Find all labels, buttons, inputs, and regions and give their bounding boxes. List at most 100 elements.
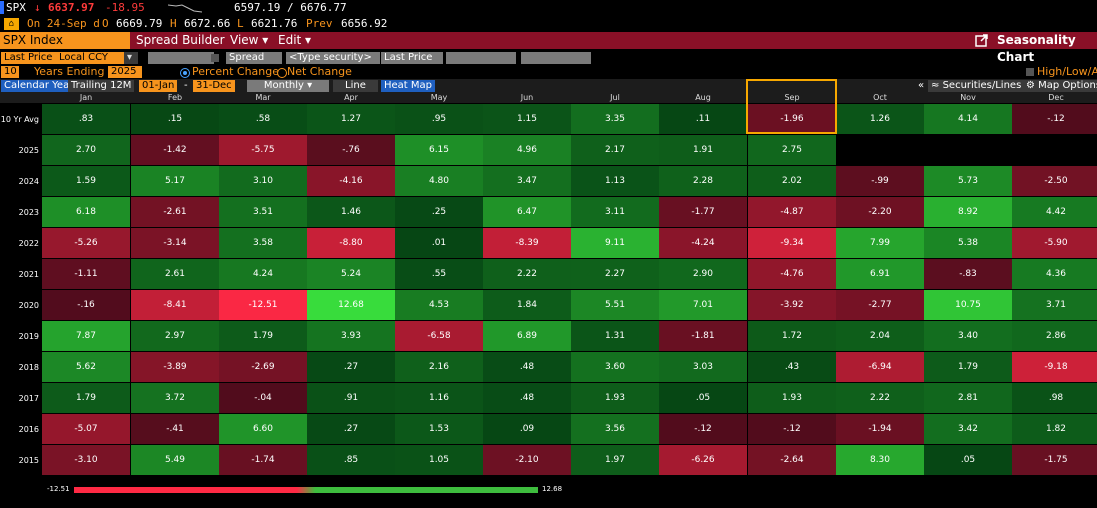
net-change-radio[interactable] (277, 68, 287, 78)
chart-icon[interactable]: ⌂ (4, 18, 19, 30)
heatmap-cell[interactable]: 5.62 (42, 352, 130, 382)
heatmap-cell[interactable]: -4.24 (659, 228, 747, 258)
percent-change-radio[interactable] (180, 68, 190, 78)
heatmap-cell[interactable]: 7.01 (659, 290, 747, 320)
heatmap-cell[interactable]: .43 (748, 352, 836, 382)
heatmap-cell[interactable]: 2.27 (571, 259, 659, 289)
securities-lines-button[interactable]: ≈ Securities/Lines (928, 80, 1025, 92)
heatmap-cell[interactable]: -3.10 (42, 445, 130, 475)
heatmap-cell[interactable]: 1.91 (659, 135, 747, 165)
month-header-sep[interactable]: Sep (784, 93, 800, 102)
month-header-may[interactable]: May (430, 93, 448, 102)
heatmap-cell[interactable]: 6.47 (483, 197, 571, 227)
heatmap-cell[interactable]: -9.34 (748, 228, 836, 258)
heatmap-cell[interactable]: 1.84 (483, 290, 571, 320)
heatmap-cell[interactable]: 6.89 (483, 321, 571, 351)
security-field[interactable]: <Type security> (286, 52, 380, 64)
trailing-12m-button[interactable]: Trailing 12M (68, 80, 135, 92)
heatmap-cell[interactable]: -.16 (42, 290, 130, 320)
heatmap-cell[interactable]: -3.89 (131, 352, 219, 382)
heatmap-cell[interactable]: 1.15 (483, 104, 571, 134)
calendar-year-button[interactable]: Calendar Year (1, 80, 77, 92)
hla-checkbox[interactable] (1026, 68, 1034, 76)
heatmap-cell[interactable]: .95 (395, 104, 483, 134)
heatmap-cell[interactable]: 2.17 (571, 135, 659, 165)
heatmap-cell[interactable]: 12.68 (307, 290, 395, 320)
heatmap-cell[interactable]: -.76 (307, 135, 395, 165)
heatmap-cell[interactable]: -1.42 (131, 135, 219, 165)
heatmap-cell[interactable]: -2.50 (1012, 166, 1097, 196)
heatmap-cell[interactable]: -2.64 (748, 445, 836, 475)
month-header-nov[interactable]: Nov (960, 93, 976, 102)
heatmap-cell[interactable]: 1.26 (836, 104, 924, 134)
heatmap-cell[interactable]: .91 (307, 383, 395, 413)
heatmap-cell[interactable]: 2.22 (836, 383, 924, 413)
heatmap-cell[interactable]: .55 (395, 259, 483, 289)
heatmap-cell[interactable]: .05 (924, 445, 1012, 475)
heatmap-cell[interactable]: 2.90 (659, 259, 747, 289)
heatmap-cell[interactable]: 9.11 (571, 228, 659, 258)
heatmap-cell[interactable]: -1.74 (219, 445, 307, 475)
heatmap-cell[interactable]: 1.93 (571, 383, 659, 413)
heatmap-cell[interactable]: 5.17 (131, 166, 219, 196)
heatmap-cell[interactable]: 1.16 (395, 383, 483, 413)
heatmap-cell[interactable]: -.12 (748, 414, 836, 444)
heatmap-cell[interactable]: .48 (483, 383, 571, 413)
heatmap-cell[interactable]: 1.05 (395, 445, 483, 475)
heatmap-cell[interactable]: -1.11 (42, 259, 130, 289)
currency-dropdown-icon[interactable]: ▾ (124, 52, 138, 64)
blank-select-3[interactable] (521, 52, 591, 64)
month-header-jan[interactable]: Jan (79, 93, 93, 102)
heatmap-cell[interactable]: 8.92 (924, 197, 1012, 227)
heatmap-cell[interactable]: 2.86 (1012, 321, 1097, 351)
map-options-button[interactable]: ⚙ Map Options (1023, 80, 1097, 92)
heatmap-cell[interactable]: -2.20 (836, 197, 924, 227)
month-header-mar[interactable]: Mar (255, 93, 271, 102)
field2-select[interactable]: Last Price (381, 52, 443, 64)
heatmap-cell[interactable]: 1.31 (571, 321, 659, 351)
spread-select[interactable]: Spread (226, 52, 282, 64)
heatmap-cell[interactable]: 2.75 (748, 135, 836, 165)
heatmap-cell[interactable]: -2.77 (836, 290, 924, 320)
heatmap-cell[interactable]: 3.93 (307, 321, 395, 351)
heatmap-cell[interactable]: 1.93 (748, 383, 836, 413)
heatmap-cell[interactable]: -1.75 (1012, 445, 1097, 475)
heatmap-cell[interactable]: 1.53 (395, 414, 483, 444)
heatmap-cell[interactable]: .25 (395, 197, 483, 227)
heatmap-cell[interactable]: .11 (659, 104, 747, 134)
line-tab[interactable]: Line (333, 80, 378, 92)
heatmap-cell[interactable]: 2.81 (924, 383, 1012, 413)
heatmap-cell[interactable]: 3.56 (571, 414, 659, 444)
heatmap-cell[interactable]: .98 (1012, 383, 1097, 413)
currency-select[interactable]: Local CCY (56, 52, 130, 64)
heatmap-cell[interactable]: 3.40 (924, 321, 1012, 351)
heatmap-cell[interactable]: 1.79 (42, 383, 130, 413)
heatmap-cell[interactable]: 1.59 (42, 166, 130, 196)
heatmap-cell[interactable]: -5.90 (1012, 228, 1097, 258)
heatmap-cell[interactable]: 3.35 (571, 104, 659, 134)
heatmap-cell[interactable]: 2.04 (836, 321, 924, 351)
heatmap-cell[interactable]: 3.71 (1012, 290, 1097, 320)
years-input[interactable]: 10 (1, 66, 19, 78)
heatmap-cell[interactable]: 5.73 (924, 166, 1012, 196)
edit-menu[interactable]: Edit ▾ (278, 33, 312, 47)
heatmap-cell[interactable]: .27 (307, 352, 395, 382)
heatmap-cell[interactable]: 1.79 (924, 352, 1012, 382)
heatmap-cell[interactable]: .85 (307, 445, 395, 475)
heatmap-cell[interactable]: -2.61 (131, 197, 219, 227)
heatmap-cell[interactable]: -8.80 (307, 228, 395, 258)
heatmap-cell[interactable]: 8.30 (836, 445, 924, 475)
security-input[interactable]: SPX Index (0, 32, 130, 49)
heatmap-cell[interactable]: 2.22 (483, 259, 571, 289)
collapse-icon[interactable]: « (918, 80, 925, 91)
heatmap-cell[interactable]: 2.02 (748, 166, 836, 196)
heatmap-cell[interactable]: 5.51 (571, 290, 659, 320)
heatmap-cell[interactable]: 7.87 (42, 321, 130, 351)
heatmap-cell[interactable]: -12.51 (219, 290, 307, 320)
heatmap-cell[interactable]: 7.99 (836, 228, 924, 258)
heatmap-cell[interactable]: -.12 (659, 414, 747, 444)
heatmap-cell[interactable]: 4.96 (483, 135, 571, 165)
month-header-aug[interactable]: Aug (695, 93, 711, 102)
month-header-jul[interactable]: Jul (610, 93, 620, 102)
export-icon[interactable] (975, 33, 989, 47)
